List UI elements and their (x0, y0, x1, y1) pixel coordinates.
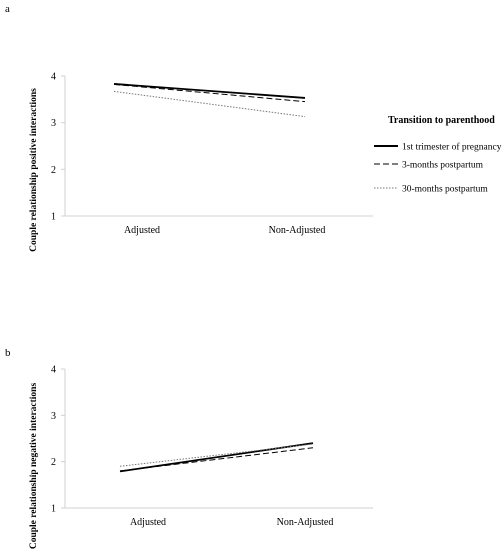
panel-b-y-tick-label: 4 (51, 365, 56, 376)
panel-b-x-ticks: Adjusted Non-Adjusted (130, 517, 333, 528)
legend-title: Transition to parenthood (388, 115, 495, 126)
panel-a-series-line-solid (113, 83, 306, 99)
panel-b-y-tick-label: 3 (51, 411, 56, 422)
panel-b-x-tick-label: Adjusted (130, 517, 166, 528)
panel-a-x-tick-label: Adjusted (124, 225, 160, 236)
legend: Transition to parenthood 1st trimester o… (374, 115, 502, 195)
panel-b-y-axis-label: Couple relationship negative interaction… (29, 383, 39, 550)
panel-b-series-lines (119, 442, 314, 473)
panel-b-y-tick-label: 2 (51, 457, 56, 468)
panel-b-y-tick-label: 1 (51, 504, 56, 515)
panel-a-x-ticks: Adjusted Non-Adjusted (124, 225, 325, 236)
panel-b: b 1 2 3 4 Couple relationship negative inte… (5, 347, 373, 549)
panel-a-y-tick-label: 3 (51, 118, 56, 129)
panel-a-series-lines (113, 83, 306, 118)
panel-a-label: a (5, 3, 10, 15)
legend-entry-3-months: 3-months postpartum (402, 161, 484, 171)
panel-a-x-tick-label: Non-Adjusted (269, 225, 326, 236)
panel-b-series-line-dashed (119, 447, 314, 472)
panel-b-y-ticks: 1 2 3 4 (51, 365, 65, 515)
legend-entry-30-months: 30-months postpartum (402, 185, 488, 195)
panel-a-series-line-dashed (113, 83, 306, 103)
panel-b-label: b (5, 347, 11, 359)
panel-a-y-axis-label: Couple relationship positive interaction… (29, 88, 39, 252)
panel-a: a 1 2 3 4 Couple relationship positive inte… (5, 3, 502, 252)
panel-b-x-tick-label: Non-Adjusted (277, 517, 334, 528)
panel-a-y-tick-label: 4 (51, 72, 56, 83)
panel-a-y-ticks: 1 2 3 4 (51, 72, 65, 223)
panel-b-series-line-dotted (119, 443, 314, 467)
panel-a-y-tick-label: 1 (51, 212, 56, 223)
panel-a-y-tick-label: 2 (51, 165, 56, 176)
legend-entry-1st-trimester: 1st trimester of pregnancy (402, 142, 502, 153)
panel-a-series-line-dotted (113, 90, 306, 118)
